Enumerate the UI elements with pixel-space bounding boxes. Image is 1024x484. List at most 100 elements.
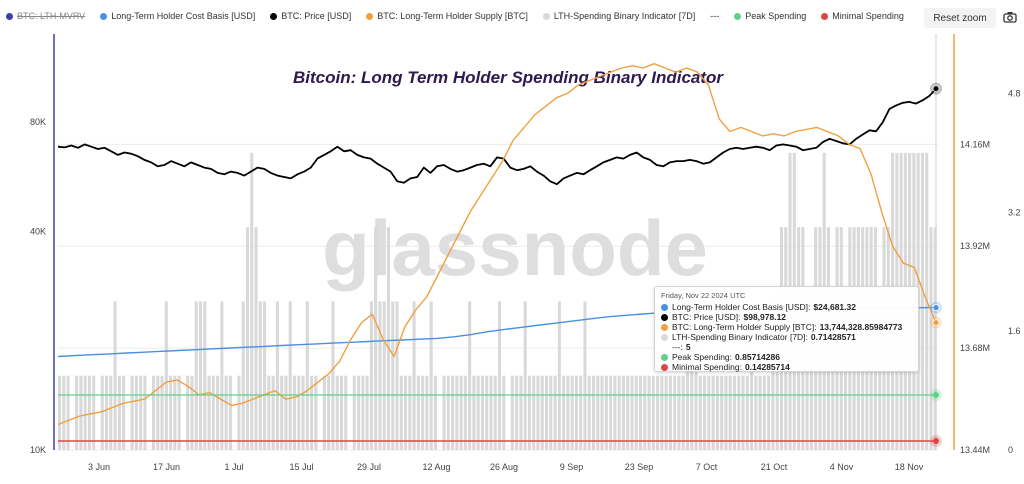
indicator-bar <box>527 375 531 450</box>
x-axis-tick: 4 Nov <box>830 462 854 472</box>
indicator-bar <box>207 375 211 450</box>
indicator-bar <box>374 227 378 450</box>
indicator-bar <box>536 375 540 450</box>
indicator-bar <box>532 375 536 450</box>
indicator-bar <box>472 375 476 450</box>
indicator-bar <box>391 301 395 450</box>
indicator-bar <box>638 375 643 450</box>
tooltip-value: 0.85714286 <box>735 352 780 362</box>
indicator-bar <box>143 375 147 450</box>
legend-label: BTC: Price [USD] <box>281 11 352 21</box>
indicator-bar <box>130 375 134 450</box>
legend-item[interactable]: BTC: Long-Term Holder Supply [BTC] <box>366 11 528 21</box>
camera-icon[interactable] <box>1003 11 1017 23</box>
indicator-bar <box>703 375 707 450</box>
legend-label: Peak Spending <box>745 11 807 21</box>
indicator-bar <box>557 301 561 450</box>
indicator-bar <box>591 375 596 450</box>
indicator-bar <box>186 375 190 450</box>
indicator-bar <box>151 375 156 450</box>
indicator-bar <box>399 375 403 450</box>
indicator-bar <box>741 375 745 450</box>
tooltip-dot-icon <box>661 363 668 371</box>
indicator-bar <box>656 375 660 450</box>
indicator-bar <box>258 301 262 450</box>
indicator-bar <box>515 375 519 450</box>
indicator-bar <box>369 301 373 450</box>
indicator-bar <box>425 375 429 450</box>
left-axis-tick: 80K <box>30 117 46 127</box>
legend-item[interactable]: Minimal Spending <box>821 11 904 21</box>
indicator-bar <box>634 375 638 450</box>
tooltip-label: Minimal Spending: <box>672 362 742 372</box>
legend-item[interactable]: Peak Spending <box>734 11 806 21</box>
indicator-bar <box>378 301 382 450</box>
tooltip-label: ---: <box>672 342 683 352</box>
reset-zoom-button[interactable]: Reset zoom <box>924 8 996 28</box>
tooltip-row: Minimal Spending: 0.14285714 <box>661 362 912 372</box>
legend-item[interactable]: LTH-Spending Binary Indicator [7D] <box>542 11 695 21</box>
indicator-bar <box>762 375 766 450</box>
indicator-bar <box>510 375 514 450</box>
tooltip-dot-icon <box>661 313 668 321</box>
x-axis-tick: 21 Oct <box>761 462 788 472</box>
x-axis-tick: 9 Sep <box>560 462 584 472</box>
indicator-bar <box>344 375 348 450</box>
indicator-bar <box>169 375 173 450</box>
indicator-bar <box>562 375 566 450</box>
indicator-bar <box>224 375 228 450</box>
indicator-bar <box>177 375 181 450</box>
lth-supply-line <box>57 63 937 426</box>
hover-point <box>933 438 939 444</box>
indicator-bar <box>66 375 70 450</box>
indicator-bar <box>109 375 113 450</box>
indicator-bar <box>775 301 779 450</box>
tooltip-row: ---: 5 <box>661 342 912 352</box>
price-line <box>57 88 937 186</box>
indicator-axis-tick: 0 <box>1008 445 1013 455</box>
indicator-bar <box>673 375 677 450</box>
indicator-bar <box>698 375 702 450</box>
indicator-bar <box>314 375 318 450</box>
indicator-axis-tick: 1.6 <box>1008 326 1021 336</box>
legend-item[interactable]: BTC: LTH-MVRV <box>6 11 85 21</box>
indicator-bar <box>758 375 762 450</box>
indicator-bar <box>75 375 79 450</box>
indicator-bar <box>596 375 600 450</box>
indicator-bar <box>250 152 254 450</box>
indicator-bar <box>173 375 177 450</box>
indicator-bar <box>660 375 664 450</box>
indicator-bar <box>685 301 690 450</box>
legend-item[interactable]: BTC: Price [USD] <box>270 11 351 21</box>
indicator-bar <box>122 375 126 450</box>
x-axis-tick: 12 Aug <box>422 462 450 472</box>
indicator-bar <box>404 375 408 450</box>
indicator-bar <box>523 301 527 450</box>
x-axis-tick: 23 Sep <box>625 462 654 472</box>
indicator-bar <box>600 375 604 450</box>
indicator-bar <box>468 301 472 450</box>
indicator-bar <box>339 375 344 450</box>
legend-item[interactable]: Long-Term Holder Cost Basis [USD] <box>100 11 255 21</box>
indicator-bar <box>544 375 549 450</box>
tooltip-date: Friday, Nov 22 2024 UTC <box>661 291 746 300</box>
legend-item[interactable]: --- <box>710 11 719 21</box>
tooltip-label: BTC: Price [USD]: <box>672 312 741 322</box>
supply-axis-tick: 13.44M <box>960 445 990 455</box>
indicator-bar <box>574 375 578 450</box>
x-axis-tick: 17 Jun <box>153 462 180 472</box>
indicator-bar <box>134 375 138 450</box>
indicator-bar <box>728 375 732 450</box>
indicator-bar <box>216 375 220 450</box>
indicator-bar <box>690 301 694 450</box>
indicator-bar <box>737 375 741 450</box>
x-axis-tick: 18 Nov <box>895 462 924 472</box>
x-axis-tick: 15 Jul <box>289 462 313 472</box>
tooltip-row: LTH-Spending Binary Indicator [7D]: 0.714… <box>661 332 912 342</box>
x-axis-tick: 3 Jun <box>88 462 110 472</box>
tooltip-row: Long-Term Holder Cost Basis [USD]: $24,68… <box>661 302 912 312</box>
indicator-bar <box>754 375 758 450</box>
indicator-bar <box>805 301 809 450</box>
indicator-bar <box>357 375 361 450</box>
